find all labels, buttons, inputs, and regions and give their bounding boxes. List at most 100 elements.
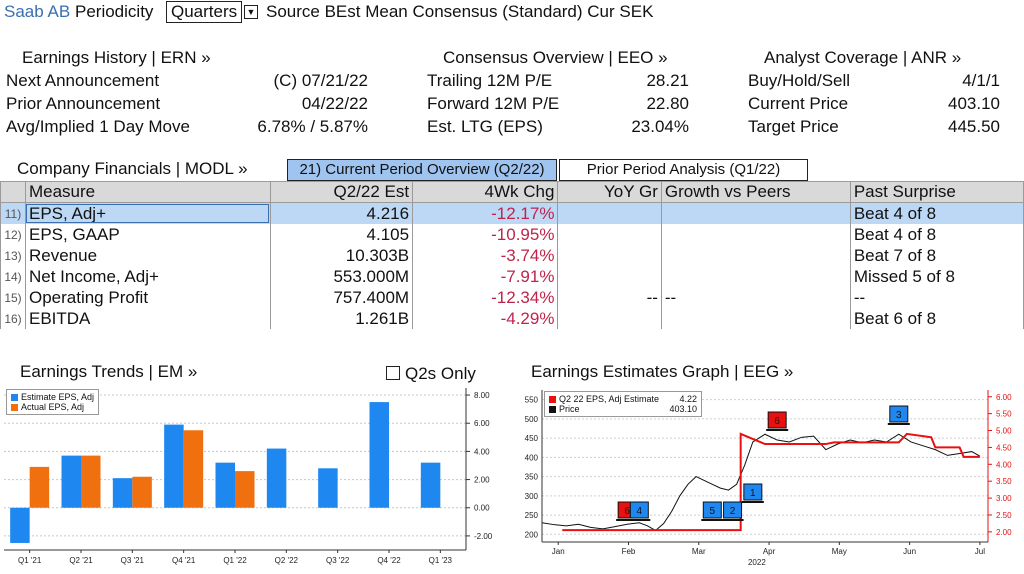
trends-legend: Estimate EPS, Adj Actual EPS, Adj [6,389,100,415]
column-header[interactable]: YoY Gr [557,181,662,203]
event-underline [616,519,639,521]
row-index: 15) [0,287,26,308]
table-row[interactable]: 13) Revenue 10.303B -3.74% Beat 7 of 8 [0,245,1024,266]
price-line [541,433,981,532]
earnings-history-header[interactable]: Earnings History | ERN » [22,48,211,67]
consensus-overview-block: Consensus Overview | EEO » Trailing 12M … [427,46,689,138]
x-tick-label: Jun [903,547,916,556]
cell-yoy-growth [557,308,662,329]
analyst-coverage-header[interactable]: Analyst Coverage | ANR » [764,48,962,67]
row-label: Next Announcement [6,71,160,90]
event-label: 3 [896,410,902,421]
legend-swatch [11,404,18,412]
periodicity-select[interactable]: Quarters [166,1,243,23]
cell-past-surprise: Beat 6 of 8 [849,308,1024,329]
event-box [767,411,787,429]
right-tick-label: 2.00 [996,528,1012,537]
periodicity-label: Periodicity [75,2,154,21]
top-bar: Saab AB Periodicity Quarters ▼ Source BE… [0,0,1024,24]
left-tick-label: 450 [525,434,539,443]
cell-measure: EBITDA [24,308,271,329]
table-row[interactable]: 12) EPS, GAAP 4.105 -10.95% Beat 4 of 8 [0,224,1024,245]
table-row[interactable]: 14) Net Income, Adj+ 553.000M -7.91% Missed … [0,266,1024,287]
event-label: 4 [637,506,643,517]
cell-4wk-change: -12.34% [412,287,559,308]
row-value: 4/1/1 [962,71,1000,90]
row-value: 23.04% [631,117,689,136]
x-year-label: 2022 [748,558,766,567]
x-tick-label: Feb [622,547,636,556]
column-header[interactable]: Growth vs Peers [660,181,851,203]
column-header[interactable]: 4Wk Chg [412,181,559,203]
cell-4wk-change: -3.74% [412,245,559,266]
right-tick-label: 4.50 [996,443,1012,452]
legend-entry: Actual EPS, Adj [11,402,94,412]
x-tick-label: Q3 '22 [326,556,350,565]
cell-yoy-growth [557,202,662,224]
cell-yoy-growth [557,266,662,287]
row-index: 12) [0,224,26,245]
event-label: 2 [730,506,736,517]
cell-yoy-growth: -- [557,287,662,308]
cell-measure: EPS, Adj+ [24,202,271,224]
bar [215,462,235,508]
cell-growth-vs-peers [660,202,851,224]
table-row[interactable]: 11) EPS, Adj+ 4.216 -12.17% Beat 4 of 8 [0,202,1024,224]
legend-label: Q2 22 EPS, Adj Estimate [559,394,660,404]
x-tick-label: Mar [692,547,706,556]
x-tick-label: Q4 '21 [172,556,196,565]
ticker-link[interactable]: Saab AB [4,2,71,21]
row-index: 14) [0,266,26,287]
cell-estimate: 4.105 [269,224,414,245]
event-marker: 5 [701,501,724,521]
event-box [723,501,743,519]
cell-measure: Net Income, Adj+ [24,266,271,287]
right-tick-label: 2.50 [996,511,1012,520]
row-index: 13) [0,245,26,266]
chevron-down-icon[interactable]: ▼ [244,5,258,19]
row-value: (C) 07/21/22 [273,71,369,90]
tab-prior-period[interactable]: Prior Period Analysis (Q1/22) [559,159,808,181]
consensus-row: Trailing 12M P/E 28.21 [427,69,689,92]
event-marker: 4 [628,501,651,521]
event-underline [887,423,910,425]
consensus-overview-header[interactable]: Consensus Overview | EEO » [443,48,668,67]
cell-growth-vs-peers [660,224,851,245]
row-label: Buy/Hold/Sell [748,71,851,90]
column-header[interactable]: Q2/22 Est [269,181,414,203]
event-underline [628,519,651,521]
row-label: Current Price [748,94,849,113]
earnings-trends-title[interactable]: Earnings Trends | EM » [20,362,198,381]
eeg-legend: Q2 22 EPS, Adj Estimate 4.22 Price 403.10 [544,391,702,417]
cell-past-surprise: Beat 7 of 8 [849,245,1024,266]
bar [266,448,287,508]
index-header [0,181,26,203]
row-label: Est. LTG (EPS) [427,117,543,136]
column-header[interactable]: Measure [24,181,271,203]
legend-swatch [549,396,556,404]
financials-table: Measure Q2/22 Est 4Wk Chg YoY Gr Growth … [0,181,1024,329]
bar [369,402,389,508]
bar [61,455,81,508]
consensus-row: Est. LTG (EPS) 23.04% [427,115,689,138]
table-row[interactable]: 15) Operating Profit 757.400M -12.34% -- -- -- [0,287,1024,308]
column-header[interactable]: Past Surprise [849,181,1024,203]
row-label: Forward 12M P/E [427,94,560,113]
table-row[interactable]: 16) EBITDA 1.261B -4.29% Beat 6 of 8 [0,308,1024,329]
consensus-row: Forward 12M P/E 22.80 [427,92,689,115]
tab-current-period[interactable]: 21) Current Period Overview (Q2/22) [287,159,557,181]
right-tick-label: 4.00 [996,460,1012,469]
x-tick-label: May [832,547,847,556]
analyst-row: Target Price 445.50 [748,115,1000,138]
bar [235,471,255,508]
earnings-graph-title[interactable]: Earnings Estimates Graph | EEG » [531,362,794,381]
company-financials-title[interactable]: Company Financials | MODL » [17,159,248,178]
earnings-row: Prior Announcement 04/22/22 [6,92,368,115]
row-value: 22.80 [646,94,689,113]
earnings-row: Avg/Implied 1 Day Move 6.78% / 5.87% [6,115,368,138]
checkbox-icon[interactable] [386,366,400,380]
bar [318,468,338,508]
cell-yoy-growth [557,245,662,266]
event-box [743,483,763,501]
q2s-only-checkbox[interactable]: Q2s Only [386,364,476,384]
